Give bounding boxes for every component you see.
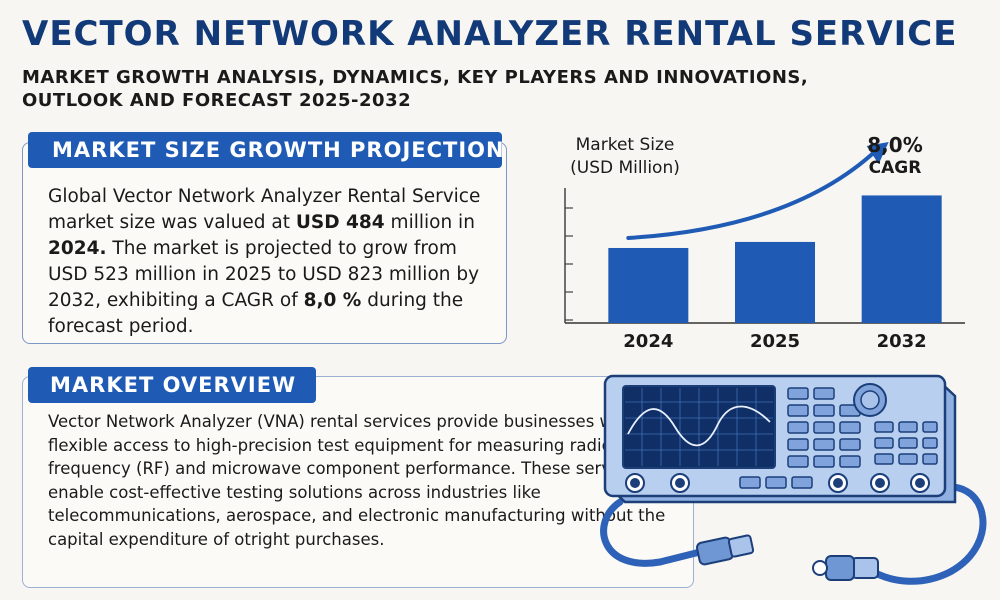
growth-value-2024: USD 484 (295, 212, 385, 233)
market-size-chart: Market Size (USD Million) 8,0% CAGR 2024… (525, 128, 990, 358)
chart-x-label-2032: 2032 (877, 331, 927, 352)
vector-network-analyzer-icon (600, 374, 987, 585)
page-subtitle: MARKET GROWTH ANALYSIS, DYNAMICS, KEY PL… (22, 66, 822, 112)
growth-year-2024: 2024. (48, 238, 107, 259)
page-title: VECTOR NETWORK ANALYZER RENTAL SERVICE (22, 14, 958, 54)
growth-text-part-4: during the forecast period. (48, 290, 464, 337)
chart-y-label: Market Size (USD Million) (555, 134, 695, 180)
growth-cagr: 8,0 % (303, 290, 362, 311)
chart-bar-2025 (735, 241, 815, 323)
subtitle-line-1: MARKET GROWTH ANALYSIS, DYNAMICS, KEY PL… (22, 67, 809, 88)
overview-card (22, 376, 694, 588)
chart-plot: 2024 2025 2032 (564, 142, 965, 352)
cagr-value: 8,0% (867, 133, 923, 157)
cagr-annotation: 8,0% CAGR (845, 134, 945, 180)
chart-bar-2032 (861, 195, 942, 323)
cagr-label: CAGR (868, 158, 922, 178)
subtitle-line-2: OUTLOOK AND FORECAST 2025-2032 (22, 90, 412, 111)
growth-heading: MARKET SIZE GROWTH PROJECTION (28, 132, 504, 168)
growth-text-part-3: The market is projected to grow from USD… (48, 238, 480, 311)
growth-text-part-2: million in (384, 212, 475, 233)
trend-arrow-icon (626, 148, 879, 240)
growth-text-part-1: Global Vector Network Analyzer Rental Se… (48, 186, 481, 233)
overview-heading: MARKET OVERVIEW (28, 367, 316, 403)
growth-text: Global Vector Network Analyzer Rental Se… (48, 184, 498, 340)
chart-bar-2024 (608, 247, 689, 323)
growth-card (22, 142, 507, 344)
overview-text: Vector Network Analyzer (VNA) rental ser… (48, 412, 666, 549)
chart-x-label-2025: 2025 (750, 331, 800, 352)
chart-y-label-line-1: Market Size (575, 135, 675, 155)
trend-arrow-head (866, 142, 889, 164)
chart-y-label-line-2: (USD Million) (570, 158, 680, 178)
chart-x-label-2024: 2024 (623, 331, 673, 352)
